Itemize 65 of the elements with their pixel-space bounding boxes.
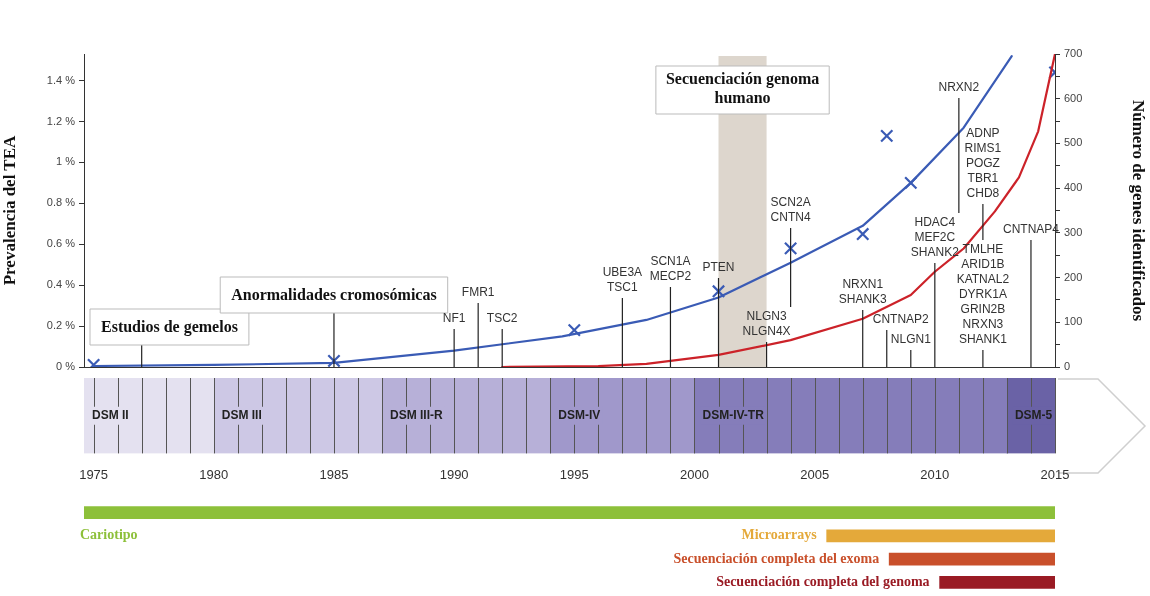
bar [549,378,695,454]
ref-line-label: NRXN1 SHANK3 [838,277,888,307]
x-tick-label: 1985 [319,466,349,482]
series-label: DSM II [92,408,129,423]
series-label: DSM III [221,408,262,423]
bar [213,378,383,454]
series-label: DSM-5 [1014,408,1053,423]
x-tick-label: 2010 [920,466,950,482]
x-tick-label: 1990 [439,466,469,482]
y-tick-label: 1.4 % [46,73,76,86]
point [783,241,798,256]
y2-tick-label: 200 [1064,270,1083,283]
band-label: Secuenciación genoma humano [665,70,820,107]
point [904,176,918,190]
ref-line-label: TSC2 [486,311,518,326]
y-tick-label: 0.6 % [46,237,76,250]
y2-tick-label: 0 [1064,360,1071,373]
y2-tick-label: 400 [1064,181,1083,194]
y-tick-label: 0.2 % [46,319,76,332]
point [880,129,894,143]
y2-tick-label: 100 [1064,315,1083,328]
series-label: DSM-IV [558,408,601,423]
ref-line-label: SCN1A MECP2 [649,254,692,284]
y-tick-label: 0.4 % [46,278,76,291]
point [327,354,341,367]
ref-line-label: CNTNAP2 [872,312,930,327]
point [711,284,726,299]
series-label: DSM-IV-TR [702,408,765,423]
category-label: Cariotipo [80,527,138,543]
y-tick-label: 1 % [56,155,76,168]
ref-line-label: UBE3A TSC1 [602,265,643,295]
x-tick-label: 1980 [199,466,229,482]
ref-line-label: NLGN3 NLGN4X [742,309,791,339]
x-tick-label: 1995 [559,466,589,482]
y-tick-label: 1.2 % [46,114,76,127]
series-label: DSM III-R [390,408,444,423]
ref-line-label: NF1 [442,311,466,326]
y2-tick-label: 300 [1064,225,1083,238]
ref-line-label: ADNP RIMS1 POGZ TBR1 CHD8 [964,126,1002,201]
bar [694,378,1008,454]
ref-line-label: NLGN1 [890,332,932,347]
x-tick-label: 2015 [1040,466,1070,482]
category-label: Secuenciación completa del exoma [673,550,880,566]
point [855,227,870,241]
x-tick-label: 2000 [680,466,709,482]
y2-tick-label: 500 [1064,136,1083,149]
y2-tick-label: 700 [1064,47,1083,60]
bar [381,378,551,454]
ref-line-label: NRXN2 [938,80,980,95]
y-tick-label: 0.8 % [46,196,76,209]
x-tick-label: 1975 [79,466,109,482]
point [567,323,582,337]
ref-line-label: Anormalidades cromosómicas [231,286,437,304]
ref-line-label: Estudios de gemelos [101,318,238,337]
y-tick-label: 0 % [56,360,76,373]
bar [84,378,215,454]
ref-line-label: FMR1 [461,285,495,300]
category-label: Microarrays [741,527,817,543]
y-axis-title: Prevalencia del TEA [0,135,19,286]
ref-line-label: PTEN [702,260,735,275]
category-label: Secuenciación completa del genoma [716,573,930,589]
y2-axis-title: Número de genes identificados [1129,99,1149,322]
ref-line-label: SCN2A CNTN4 [770,195,811,225]
y2-tick-label: 600 [1064,91,1083,104]
x-tick-label: 2005 [800,466,830,482]
